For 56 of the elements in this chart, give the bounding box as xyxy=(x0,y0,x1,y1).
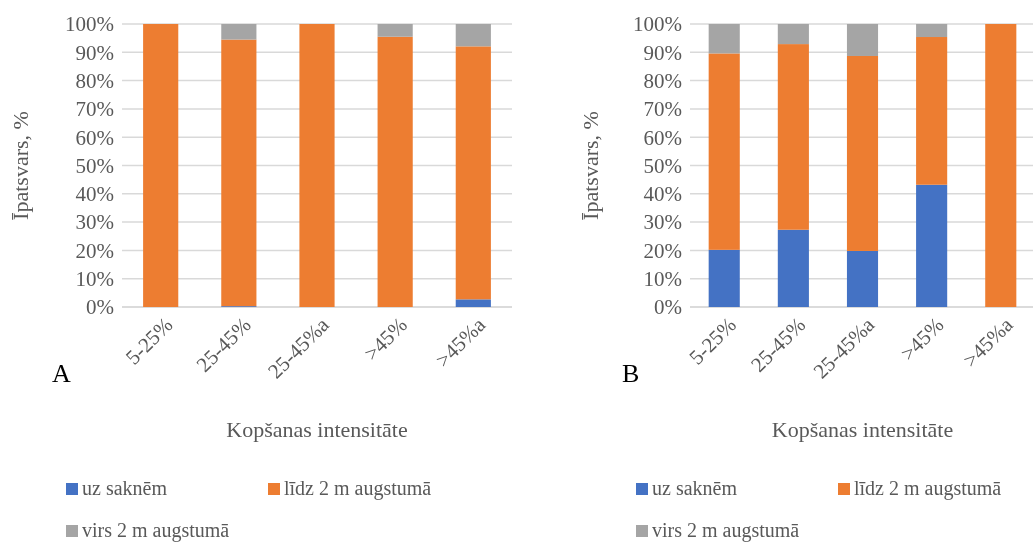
y-tick-label: 60% xyxy=(75,125,114,150)
bar xyxy=(846,250,879,307)
bar xyxy=(377,36,413,307)
y-tick-label: 50% xyxy=(643,153,682,178)
legend-label: līdz 2 m augstumā xyxy=(854,477,1002,500)
y-tick-label: 30% xyxy=(75,210,114,235)
bar xyxy=(846,55,879,251)
y-tick-label: 90% xyxy=(643,40,682,65)
bar xyxy=(708,249,740,307)
bar xyxy=(708,24,740,54)
bar xyxy=(299,24,335,307)
text: A xyxy=(52,359,71,388)
x-axis-title: Kopšanas intensitāte xyxy=(226,417,408,442)
y-tick-label: 20% xyxy=(75,238,114,263)
y-tick-label: 80% xyxy=(75,68,114,93)
y-tick-label: 10% xyxy=(75,267,114,292)
bar xyxy=(455,46,491,300)
bar xyxy=(985,24,1017,307)
legend-label: uz saknēm xyxy=(652,477,738,499)
y-tick-label: 30% xyxy=(643,210,682,235)
legend-label: uz saknēm xyxy=(82,477,168,499)
bar xyxy=(455,24,491,47)
y-tick-label: 0% xyxy=(654,295,682,320)
y-tick-label: 100% xyxy=(633,12,682,37)
y-tick-label: 50% xyxy=(75,153,114,178)
y-tick-label: 60% xyxy=(643,125,682,150)
y-tick-label: 80% xyxy=(643,68,682,93)
bar xyxy=(221,24,257,40)
y-tick-label: 90% xyxy=(75,40,114,65)
y-tick-label: 0% xyxy=(86,295,114,320)
y-tick-label: 10% xyxy=(643,267,682,292)
bar xyxy=(777,229,809,307)
bar xyxy=(143,24,179,307)
bar xyxy=(708,53,740,250)
y-tick-label: 100% xyxy=(65,12,114,37)
bar xyxy=(777,24,809,45)
bar xyxy=(916,184,948,307)
bar xyxy=(221,39,257,307)
bar xyxy=(916,24,948,38)
legend-label: virs 2 m augstumā xyxy=(652,519,800,542)
bar xyxy=(846,24,879,56)
y-tick-label: 70% xyxy=(643,97,682,122)
y-axis-title: Īpatsvars, % xyxy=(578,111,603,220)
bar xyxy=(777,44,809,230)
x-axis-title: Kopšanas intensitāte xyxy=(771,417,954,442)
y-tick-label: 40% xyxy=(643,182,682,207)
y-axis-title: Īpatsvars, % xyxy=(8,111,33,220)
bar xyxy=(377,24,413,37)
bar xyxy=(455,299,491,307)
y-tick-label: 40% xyxy=(75,182,114,207)
y-tick-label: 70% xyxy=(75,97,114,122)
bar xyxy=(916,37,948,185)
y-tick-label: 20% xyxy=(643,238,682,263)
legend-label: līdz 2 m augstumā xyxy=(284,477,432,500)
legend-label: virs 2 m augstumā xyxy=(82,519,230,542)
text: B xyxy=(622,359,640,388)
